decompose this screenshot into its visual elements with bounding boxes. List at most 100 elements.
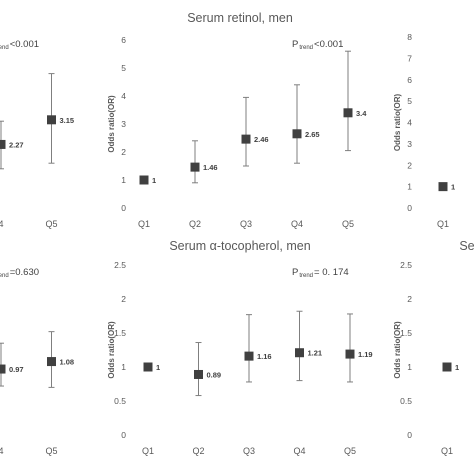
x-tick-label: Q5 xyxy=(45,446,57,456)
x-tick-label: Q5 xyxy=(344,446,356,456)
p-trend-prefix: P xyxy=(292,267,298,278)
y-tick-label: 1.5 xyxy=(114,328,126,338)
data-label: 1 xyxy=(156,363,160,372)
data-point-q4: 2.27 4 xyxy=(0,120,24,229)
point-marker xyxy=(345,349,355,359)
data-label: 1 xyxy=(451,183,455,192)
point-marker xyxy=(295,348,304,358)
y-tick-label: 0 xyxy=(407,430,412,440)
data-point-q1: 1 Q1 xyxy=(138,175,156,229)
data-label: 0.89 xyxy=(207,370,222,379)
point-marker xyxy=(47,115,56,125)
data-point-q5: 1.19 Q5 xyxy=(344,313,373,456)
x-tick-label: Q1 xyxy=(142,446,154,456)
x-tick-label: Q3 xyxy=(243,446,255,456)
point-marker xyxy=(241,134,251,144)
point-marker xyxy=(438,182,448,192)
data-point-q1: 1 Q1 xyxy=(441,362,459,456)
chart-panel-center-top: Serum retinol, men 0 1 2 3 4 5 6 Odds ratio(OR) 1… xyxy=(107,11,367,229)
x-tick-label: Q1 xyxy=(138,219,150,229)
point-marker xyxy=(343,108,353,118)
data-point-q5: 3.4 Q5 xyxy=(342,50,367,229)
y-tick-label: 2.5 xyxy=(114,260,126,270)
y-tick-label: 0 xyxy=(121,430,126,440)
p-trend-subscript: trend xyxy=(299,273,313,279)
p-trend-annotation: trend=0.630 xyxy=(0,267,39,279)
data-label: 3.15 xyxy=(60,116,75,125)
x-tick-label: Q1 xyxy=(441,446,453,456)
data-label: 2.65 xyxy=(305,130,320,139)
p-trend-value: <0.001 xyxy=(314,39,343,50)
x-tick-label: 4 xyxy=(0,446,4,456)
y-tick-label: 8 xyxy=(407,32,412,42)
y-tick-label: 3 xyxy=(407,139,412,149)
point-marker xyxy=(442,362,452,372)
y-tick-label: 6 xyxy=(121,35,126,45)
y-axis: 0 1 2 3 4 5 6 7 8 xyxy=(407,32,412,213)
y-tick-label: 6 xyxy=(407,75,412,85)
p-trend-annotation: trend<0.001 xyxy=(0,39,39,51)
data-label: 2.27 xyxy=(9,140,24,149)
y-tick-label: 3 xyxy=(121,119,126,129)
x-tick-label: 4 xyxy=(0,219,4,229)
chart-panel-center-bottom: Serum α-tocopherol, men 0 0.5 1 1.5 2 2.5 Odds … xyxy=(107,239,373,456)
y-tick-label: 1 xyxy=(407,362,412,372)
data-label: 1.19 xyxy=(358,350,373,359)
point-marker xyxy=(0,364,6,374)
data-point-q4: 1.21 Q4 xyxy=(293,310,323,456)
y-axis-label: Odds ratio(OR) xyxy=(107,95,116,153)
point-marker xyxy=(292,129,302,139)
x-tick-label: Q3 xyxy=(240,219,252,229)
data-point-q2: 0.89 Q2 xyxy=(192,342,222,456)
chart-panel-left-bottom: 0.97 4 1.08 Q5 trend=0.630 xyxy=(0,267,74,456)
x-tick-label: Q1 xyxy=(437,219,449,229)
y-axis-label: Odds ratio(OR) xyxy=(107,321,116,379)
y-tick-label: 2 xyxy=(121,147,126,157)
y-tick-label: 4 xyxy=(407,118,412,128)
y-axis-label: Odds ratio(OR) xyxy=(393,321,402,379)
y-tick-label: 4 xyxy=(121,91,126,101)
y-axis-label: Odds ratio(OR) xyxy=(393,94,402,152)
y-tick-label: 2.5 xyxy=(400,260,412,270)
data-label: 1 xyxy=(455,363,459,372)
data-point-q5: 3.15 Q5 xyxy=(45,73,75,229)
y-tick-label: 1.5 xyxy=(400,328,412,338)
y-tick-label: 0.5 xyxy=(114,396,126,406)
y-axis: 0 0.5 1 1.5 2 2.5 xyxy=(400,260,412,440)
data-label: 0.97 xyxy=(9,365,24,374)
point-marker xyxy=(143,362,153,372)
data-point-q1: 1 Q1 xyxy=(437,182,455,229)
p-trend-value: = 0. 174 xyxy=(314,267,349,278)
y-tick-label: 5 xyxy=(121,63,126,73)
data-label: 1 xyxy=(152,176,156,185)
data-point-q5: 1.08 Q5 xyxy=(45,331,74,456)
data-point-q2: 1.46 Q2 xyxy=(189,140,218,229)
y-tick-label: 2 xyxy=(407,160,412,170)
point-marker xyxy=(139,175,149,185)
x-tick-label: Q2 xyxy=(189,219,201,229)
x-tick-label: Q5 xyxy=(45,219,57,229)
data-label: 2.46 xyxy=(254,135,269,144)
data-point-q3: 1.16 Q3 xyxy=(243,314,272,456)
y-tick-label: 0 xyxy=(407,203,412,213)
p-trend-subscript: trend xyxy=(0,273,9,279)
data-label: 1.21 xyxy=(308,349,323,358)
x-tick-label: Q5 xyxy=(342,219,354,229)
point-marker xyxy=(0,139,6,149)
y-tick-label: 0 xyxy=(121,203,126,213)
x-tick-label: Q4 xyxy=(291,219,303,229)
data-label: 3.4 xyxy=(356,109,367,118)
y-tick-label: 1 xyxy=(121,362,126,372)
data-point-q3: 2.46 Q3 xyxy=(240,96,269,229)
chart-title: Se xyxy=(459,239,474,253)
x-tick-label: Q4 xyxy=(293,446,305,456)
y-tick-label: 2 xyxy=(121,294,126,304)
p-trend-subscript: trend xyxy=(0,45,9,51)
y-tick-label: 1 xyxy=(121,175,126,185)
chart-panel-right-bottom: Se 0 0.5 1 1.5 2 2.5 Odds ratio(OR) 1 Q1 xyxy=(393,239,474,456)
y-tick-label: 0.5 xyxy=(400,396,412,406)
data-point-q1: 1 Q1 xyxy=(142,362,160,456)
p-trend-value: =0.630 xyxy=(10,267,39,278)
